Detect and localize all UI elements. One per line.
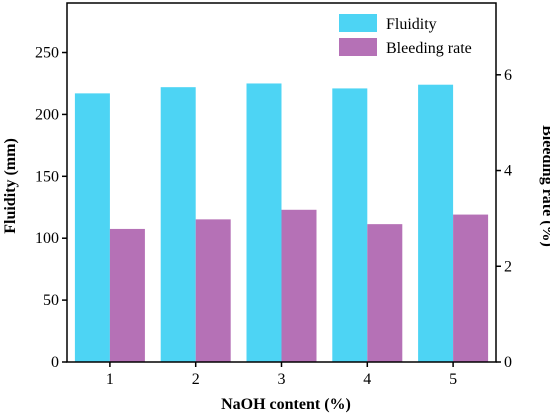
legend-label-fluidity: Fluidity (386, 16, 437, 33)
bar-bleeding-rate-1 (109, 228, 145, 362)
x-tick-label-4: 4 (363, 371, 371, 388)
bar-bleeding-rate-5 (453, 214, 489, 362)
bar-fluidity-4 (332, 88, 368, 363)
bar-bleeding-rate-2 (195, 219, 231, 362)
y-left-tick-label-250: 250 (35, 45, 59, 62)
y-left-tick-label-150: 150 (35, 168, 59, 185)
x-tick-label-5: 5 (449, 371, 457, 388)
y-axis-left-title: Fluidity (mm) (2, 138, 19, 234)
x-tick-label-2: 2 (192, 371, 200, 388)
bar-fluidity-2 (160, 87, 196, 362)
x-tick-label-3: 3 (278, 371, 286, 388)
bar-fluidity-1 (74, 93, 110, 363)
x-tick-label-1: 1 (106, 371, 114, 388)
bar-bleeding-rate-4 (367, 224, 403, 362)
bar-bleeding-rate-3 (281, 209, 317, 362)
legend: Fluidity Bleeding rate (339, 14, 472, 57)
bars-group (74, 83, 489, 363)
legend-swatch-fluidity (339, 14, 377, 32)
y-right-tick-label-6: 6 (504, 67, 512, 84)
y-right-tick-label-2: 2 (504, 258, 512, 275)
y-axis-right-title: Bleeding rate (%) (539, 125, 550, 247)
y-left-tick-label-0: 0 (51, 354, 59, 371)
bar-fluidity-3 (246, 83, 282, 362)
y-left-tick-label-200: 200 (35, 106, 59, 123)
bar-fluidity-5 (418, 84, 454, 363)
x-axis-title: NaOH content (%) (221, 396, 351, 413)
y-left-tick-label-50: 50 (43, 292, 59, 309)
legend-swatch-bleeding-rate (339, 38, 377, 56)
y-left-tick-label-100: 100 (35, 230, 59, 247)
legend-label-bleeding-rate: Bleeding rate (386, 40, 472, 57)
y-right-tick-label-4: 4 (504, 163, 512, 180)
y-right-tick-label-0: 0 (504, 354, 512, 371)
